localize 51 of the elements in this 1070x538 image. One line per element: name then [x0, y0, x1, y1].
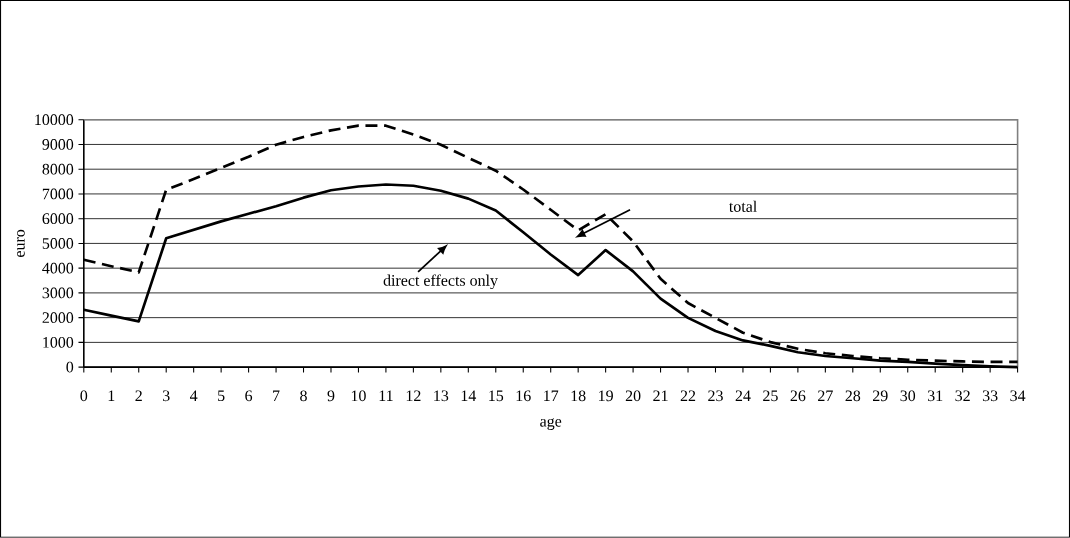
x-tick-label: 28	[845, 390, 861, 402]
x-tick-label: 21	[653, 390, 668, 402]
x-tick-label: 20	[625, 390, 641, 402]
y-tick-label: 9000	[42, 139, 74, 150]
x-tick-label: 12	[406, 390, 421, 402]
y-tick-label: 3000	[42, 287, 74, 299]
x-tick-label: 30	[900, 390, 916, 402]
x-tick-label: 32	[955, 390, 970, 402]
y-axis-title: euro	[17, 229, 25, 258]
y-tick-label: 8000	[42, 163, 74, 175]
x-tick-label: 26	[790, 390, 806, 402]
x-tick-label: 24	[735, 390, 751, 402]
x-tick-label: 33	[982, 390, 998, 402]
annotation: direct effects only	[383, 274, 498, 290]
x-tick-label: 1	[108, 390, 115, 402]
x-tick-label: 8	[300, 390, 307, 402]
x-tick-label: 6	[245, 390, 253, 402]
y-tick-label: 6000	[42, 213, 74, 225]
y-tick-label: 0	[66, 361, 74, 373]
x-tick-label: 10	[351, 390, 366, 402]
x-tick-label: 4	[189, 390, 198, 402]
y-tick-label: 1000	[43, 337, 74, 348]
x-tick-label: 31	[927, 390, 943, 402]
x-tick-label: 0	[80, 390, 88, 402]
annotation: total	[729, 200, 757, 213]
x-tick-label: 3	[162, 390, 170, 402]
x-tick-label: 22	[680, 390, 696, 402]
line-series	[82, 124, 1019, 364]
y-tick-label: 10000	[35, 114, 74, 126]
x-tick-label: 14	[461, 390, 477, 402]
y-tick-label: 4000	[42, 262, 74, 274]
x-tick-label: 27	[818, 390, 833, 402]
x-tick-label: 34	[1010, 390, 1026, 402]
x-tick-label: 23	[708, 390, 723, 402]
x-tick-label: 29	[873, 390, 888, 402]
x-tick-label: 2	[135, 390, 142, 402]
x-tick-label: 19	[599, 390, 613, 402]
x-tick-label: 7	[273, 390, 280, 402]
y-tick-label: 2000	[42, 312, 74, 324]
x-tick-label: 18	[571, 390, 586, 402]
x-tick-label: 16	[516, 390, 531, 402]
x-tick-label: 15	[489, 390, 504, 402]
y-tick-label: 7000	[42, 188, 74, 200]
x-tick-label: 5	[218, 390, 225, 402]
x-tick-label: 9	[327, 390, 335, 402]
x-tick-label: 11	[379, 390, 393, 402]
x-tick-label: 25	[763, 390, 778, 402]
y-tick-label: 5000	[42, 238, 74, 249]
x-tick-label: 17	[544, 390, 559, 402]
x-axis-title: age	[540, 418, 562, 431]
x-tick-label: 13	[434, 390, 449, 402]
